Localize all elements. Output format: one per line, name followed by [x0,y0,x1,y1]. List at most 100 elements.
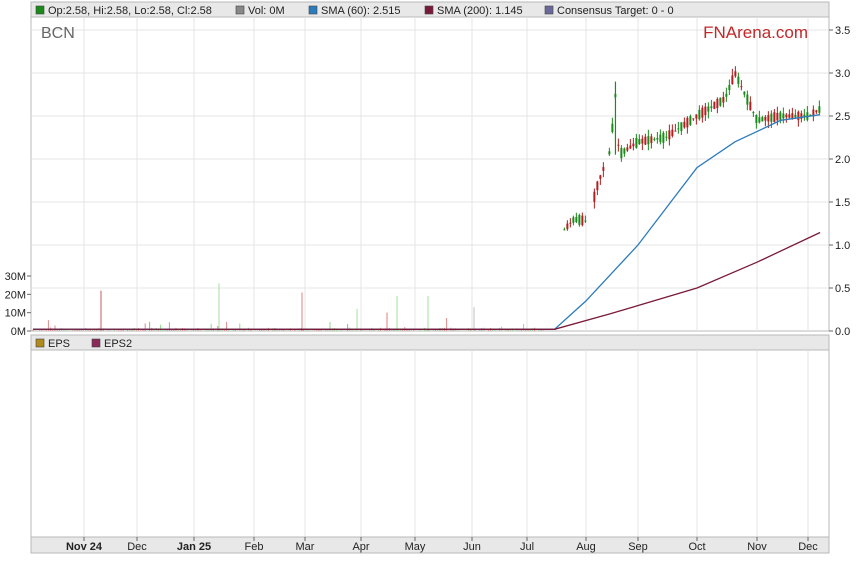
price-tick-label: 1.5 [835,197,850,209]
brand-logo: FNArena.com [703,23,808,42]
candle-body [569,222,572,224]
lower-legend: EPS EPS2 [35,338,132,350]
candle-body [716,98,719,108]
candle-body [650,136,653,144]
candle-body [779,112,782,120]
candle-body [578,215,581,225]
candle-body [608,151,611,155]
lower-legend-bar [30,334,830,351]
candle-body [800,113,803,119]
x-tick-label: Mar [296,541,315,553]
candle-body [683,121,686,128]
x-tick-label: Dec [127,541,147,553]
candle-body [740,86,743,88]
candle-body [686,117,689,128]
candle-body [770,113,773,122]
lower-legend-entry: EPS [48,338,70,350]
candle-body [791,113,794,119]
candle-body [692,118,695,120]
candle-body [713,101,716,109]
candle-body [596,181,599,191]
x-axis-bar [30,536,830,554]
candle-body [758,117,761,123]
price-tick-label: 3.0 [835,68,850,80]
candle-body [731,75,734,85]
candle-body [656,138,659,140]
legend-swatch [235,5,245,15]
candle-body [647,136,650,145]
candle-body [671,129,674,136]
candle-body [617,144,620,146]
candle-body [719,97,722,106]
candle-body [737,76,740,84]
price-candles [563,66,821,231]
legend-entry: SMA (200): 1.145 [437,5,523,17]
x-tick-label: Aug [576,541,596,553]
candle-body [704,106,707,116]
candle-body [701,107,704,118]
candle-body [689,116,692,125]
candle-body [803,114,806,118]
candle-body [584,220,587,222]
candle-body [698,109,701,120]
candle-body [623,148,626,154]
candle-body [566,223,569,230]
legend-entry: Vol: 0M [248,5,285,17]
x-tick-label: Jan 25 [177,541,211,553]
x-tick-label: Jun [463,541,481,553]
candle-body [644,136,647,145]
candle-body [635,138,638,148]
candle-body [662,132,665,143]
candle-body [776,112,779,121]
legend: Op:2.58, Hi:2.58, Lo:2.58, Cl:2.58 Vol: 0… [35,5,674,17]
candle-body [563,229,566,231]
candle-body [773,112,776,123]
candle-body [767,115,770,122]
candle-body [620,147,623,159]
candle-body [572,217,575,223]
x-tick-label: Jul [520,541,534,553]
legend-entry: Consensus Target: 0 - 0 [557,5,674,17]
candle-body [782,113,785,119]
ticker-symbol: BCN [41,25,75,42]
x-tick-label: Sep [628,541,648,553]
candle-body [659,134,662,143]
candle-body [677,128,680,130]
lower-legend-entry: EPS2 [104,338,132,350]
candle-body [575,217,578,223]
candle-body [746,94,749,105]
x-tick-label: May [405,541,426,553]
candle-body [749,101,752,111]
candle-body [626,147,629,151]
legend-swatch [35,5,45,15]
candle-body [638,139,641,145]
candle-body [665,136,668,138]
price-tick-label: 1.0 [835,240,850,252]
candle-body [725,93,728,97]
price-plot-area [30,16,830,332]
lower-legend-swatch [91,338,101,348]
x-tick-label: Apr [352,541,369,553]
candle-body [734,71,737,77]
candle-body [785,114,788,118]
candle-body [722,97,725,103]
sma200-line [32,231,821,330]
candle-body [695,114,698,119]
candle-body [611,123,614,132]
candle-body [707,106,710,112]
candle-body [602,167,605,171]
candle-body [812,109,815,117]
price-tick-label: 2.5 [835,111,850,123]
volume-tick-label: 0M [11,326,26,338]
candle-body [815,110,818,113]
candle-body [599,175,602,179]
legend-swatch [424,5,434,15]
volume-tick-label: 10M [5,308,26,320]
legend-swatch [308,5,318,15]
x-axis: Nov 24 Dec Jan 25 Feb Mar Apr May Jun Jul Aug Sep O… [66,537,818,553]
lower-legend-swatch [35,338,45,348]
candle-body [593,191,596,202]
lower-grid [83,350,809,537]
